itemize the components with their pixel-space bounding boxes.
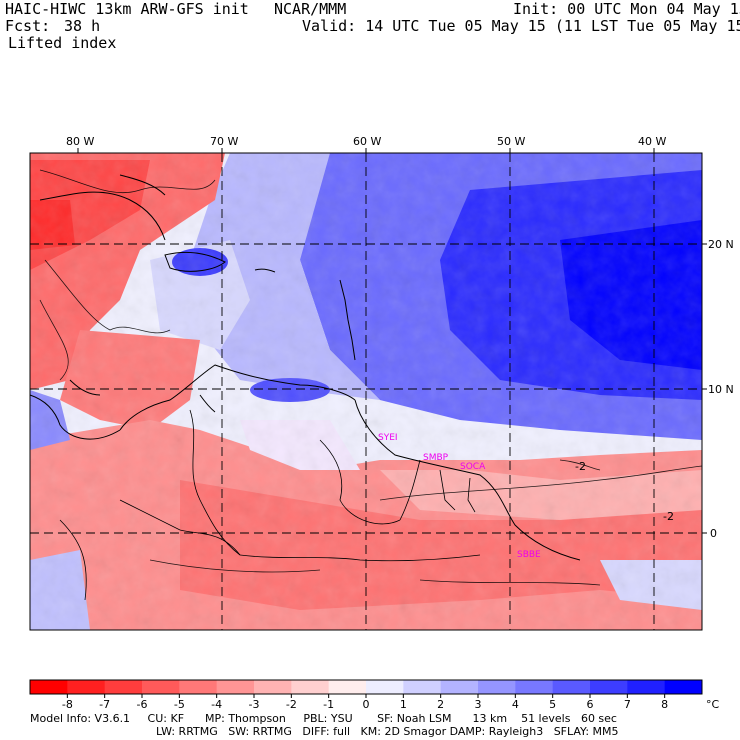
colorbar-swatch [515,680,554,694]
colorbar-tick-label: -8 [62,698,73,711]
colorbar-swatch [664,680,703,694]
lon-label: 80 W [66,135,94,148]
colorbar [29,679,703,695]
lon-label: 60 W [353,135,381,148]
colorbar-tick-label: 7 [624,698,631,711]
colorbar-swatch [328,680,367,694]
colorbar-tick-label: -7 [99,698,110,711]
colorbar-swatch [627,680,666,694]
station-label: SOCA [460,462,486,472]
colorbar-swatch [254,680,292,694]
colorbar-ticks: -8 -7 -6 -5 -4 -3 -2 -1 0 1 2 3 4 5 6 7 8 °C [62,694,720,711]
colorbar-swatch [403,680,442,694]
field-name: Lifted index [8,34,117,52]
lat-label: 20 N [708,238,734,251]
colorbar-tick-label: 4 [512,698,519,711]
lon-label: 50 W [497,135,525,148]
colorbar-swatch [291,680,330,694]
stations: SYEI SMBP SOCA SBBE [378,433,541,560]
lifted-index-field [30,153,702,630]
colorbar-tick-label: -5 [174,698,185,711]
colorbar-tick-label: -2 [286,698,297,711]
colorbar-tick-label: -1 [323,698,334,711]
colorbar-tick-label: -6 [137,698,148,711]
colorbar-swatch [104,680,143,694]
lon-ticks [77,148,655,153]
contour-label: -2 [575,460,586,473]
colorbar-tick-label: -3 [249,698,260,711]
colorbar-swatch [552,680,591,694]
lon-label: 40 W [638,135,666,148]
country-borders [59,409,481,601]
colorbar-swatch [478,680,516,694]
colorbar-swatch [366,680,404,694]
fcst-value: 38 h [64,17,101,35]
colorbar-tick-label: 0 [363,698,370,711]
footer-model-info: Model Info: V3.6.1 CU: KF MP: Thompson P… [30,712,617,725]
colorbar-tick-label: 1 [400,698,407,711]
graticule [30,153,702,630]
model-title: HAIC-HIWC 13km ARW-GFS init [5,0,249,18]
colorbar-unit: °C [706,698,720,711]
valid-time: Valid: 14 UTC Tue 05 May 15 (11 LST Tue … [302,17,740,35]
colorbar-swatch [142,680,180,694]
lat-label: 10 N [708,383,734,396]
lat-label: 0 [710,527,717,540]
colorbar-tick-label: -4 [211,698,222,711]
station-label: SYEI [378,433,398,443]
colorbar-tick-label: 6 [587,698,594,711]
colorbar-tick-label: 5 [549,698,556,711]
colorbar-swatch [67,680,106,694]
colorbar-swatch [440,680,479,694]
contour-label: -2 [663,510,674,523]
fcst-label: Fcst: [5,17,51,35]
center-label: NCAR/MMM [274,0,347,18]
footer-physics: LW: RRTMG SW: RRTMG DIFF: full KM: 2D Sm… [156,725,619,738]
colorbar-swatch [216,680,255,694]
colorbar-swatch [30,680,68,694]
lat-ticks [702,243,707,534]
station-label: SMBP [423,453,449,463]
coastlines [29,174,581,561]
lon-label: 70 W [210,135,238,148]
init-time: Init: 00 UTC Mon 04 May 15 [513,0,740,18]
colorbar-swatch [179,680,218,694]
station-label: SBBE [517,550,541,560]
contours [39,169,703,586]
colorbar-tick-label: 3 [475,698,482,711]
colorbar-tick-label: 8 [661,698,668,711]
colorbar-tick-label: 2 [437,698,444,711]
colorbar-swatch [590,680,628,694]
